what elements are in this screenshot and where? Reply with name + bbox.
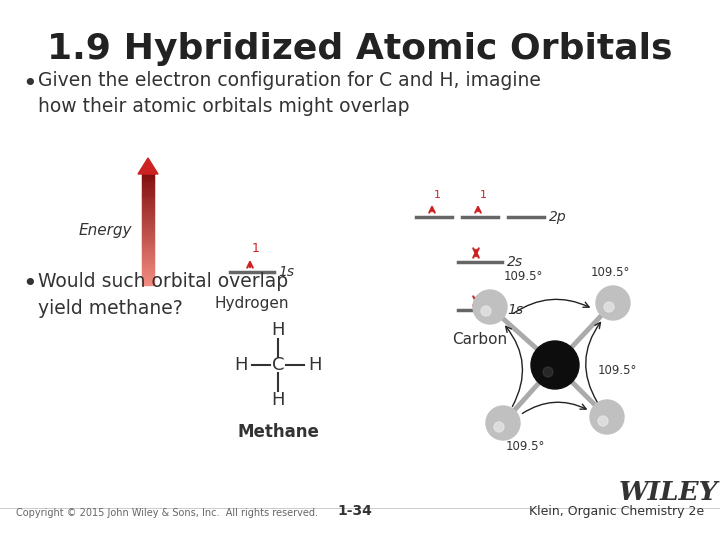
Text: 1: 1: [252, 242, 260, 255]
Text: Hydrogen: Hydrogen: [215, 296, 289, 311]
FancyArrow shape: [138, 158, 158, 174]
Text: H: H: [234, 356, 248, 374]
Circle shape: [596, 286, 630, 320]
Text: 1.9 Hybridized Atomic Orbitals: 1.9 Hybridized Atomic Orbitals: [48, 32, 672, 66]
Text: 109.5°: 109.5°: [590, 267, 630, 280]
Text: WILEY: WILEY: [618, 480, 718, 504]
Text: 1: 1: [434, 190, 441, 200]
Text: 1: 1: [480, 190, 487, 200]
Circle shape: [590, 400, 624, 434]
Text: Klein, Organic Chemistry 2e: Klein, Organic Chemistry 2e: [529, 505, 704, 518]
Text: Energy: Energy: [78, 222, 132, 238]
Text: Copyright © 2015 John Wiley & Sons, Inc.  All rights reserved.: Copyright © 2015 John Wiley & Sons, Inc.…: [16, 508, 318, 518]
Circle shape: [604, 302, 614, 312]
Circle shape: [473, 290, 507, 324]
Text: Given the electron configuration for C and H, imagine
how their atomic orbitals : Given the electron configuration for C a…: [38, 71, 541, 117]
Text: 2p: 2p: [549, 210, 567, 224]
Text: H: H: [271, 391, 284, 409]
Circle shape: [486, 406, 520, 440]
Circle shape: [543, 367, 553, 377]
Text: Would such orbital overlap
yield methane?: Would such orbital overlap yield methane…: [38, 272, 288, 318]
Text: 1s: 1s: [507, 303, 523, 317]
Circle shape: [494, 422, 504, 432]
Text: 1-34: 1-34: [338, 504, 372, 518]
Circle shape: [598, 416, 608, 426]
Text: •: •: [22, 72, 37, 96]
Text: •: •: [22, 272, 37, 296]
Text: H: H: [308, 356, 322, 374]
Text: 2s: 2s: [507, 255, 523, 269]
Text: 109.5°: 109.5°: [505, 441, 545, 454]
Text: H: H: [271, 321, 284, 339]
Text: 109.5°: 109.5°: [503, 271, 543, 284]
Circle shape: [481, 306, 491, 316]
Circle shape: [531, 341, 579, 389]
Text: 109.5°: 109.5°: [598, 363, 636, 376]
Text: Carbon: Carbon: [452, 332, 508, 347]
Text: C: C: [271, 356, 284, 374]
Text: Methane: Methane: [237, 423, 319, 441]
Text: 1s: 1s: [278, 265, 294, 279]
